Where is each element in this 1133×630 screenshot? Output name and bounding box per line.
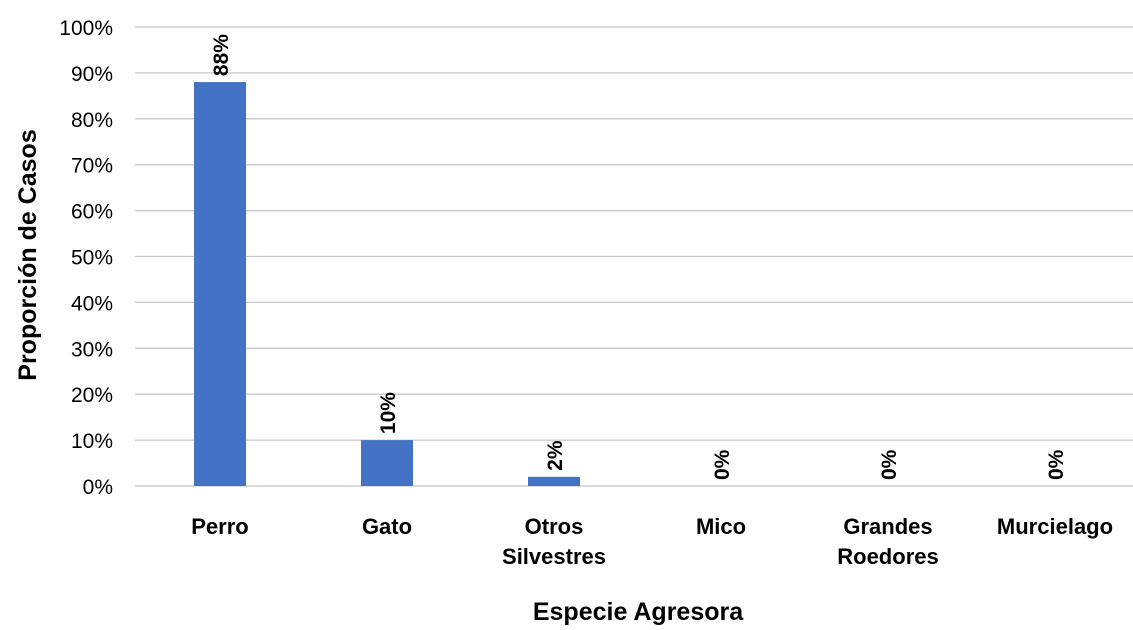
gridlines <box>135 26 1133 487</box>
data-labels: 88% 10% 2% 0% 0% 0% <box>210 34 1068 480</box>
x-category-label: Mico <box>696 514 746 539</box>
y-tick-label: 0% <box>83 476 113 499</box>
x-category-label: Grandes Roedores <box>837 514 938 569</box>
data-label: 0% <box>878 449 901 480</box>
y-tick-label: 100% <box>59 17 113 40</box>
data-label: 88% <box>210 34 233 76</box>
data-label: 10% <box>377 392 400 434</box>
x-axis-title: Especie Agresora <box>533 598 744 626</box>
bar <box>528 476 580 486</box>
y-tick-label: 40% <box>71 292 113 315</box>
y-tick-label: 50% <box>71 247 113 270</box>
y-axis-ticks: 0% 10% 20% 30% 40% 50% 60% 70% 80% 90% 100% <box>59 17 113 499</box>
y-tick-label: 80% <box>71 109 113 132</box>
x-category-label: Gato <box>362 514 412 539</box>
bar <box>361 440 413 486</box>
y-tick-label: 20% <box>71 384 113 407</box>
y-tick-label: 60% <box>71 201 113 224</box>
x-category-label: Perro <box>191 514 248 539</box>
y-tick-label: 70% <box>71 155 113 178</box>
x-axis-categories: Perro Gato Otros Silvestres Mico Grandes Roedo… <box>191 514 1113 569</box>
bar <box>194 82 246 486</box>
y-tick-label: 30% <box>71 338 113 361</box>
x-category-label: Otros Silvestres <box>502 514 606 569</box>
data-label: 0% <box>1045 449 1068 480</box>
y-tick-label: 10% <box>71 430 113 453</box>
data-label: 0% <box>711 449 734 480</box>
x-category-label: Murcielago <box>997 514 1113 539</box>
data-label: 2% <box>544 440 567 471</box>
bars <box>194 82 580 486</box>
y-axis-title: Proporción de Casos <box>14 129 42 380</box>
y-tick-label: 90% <box>71 63 113 86</box>
